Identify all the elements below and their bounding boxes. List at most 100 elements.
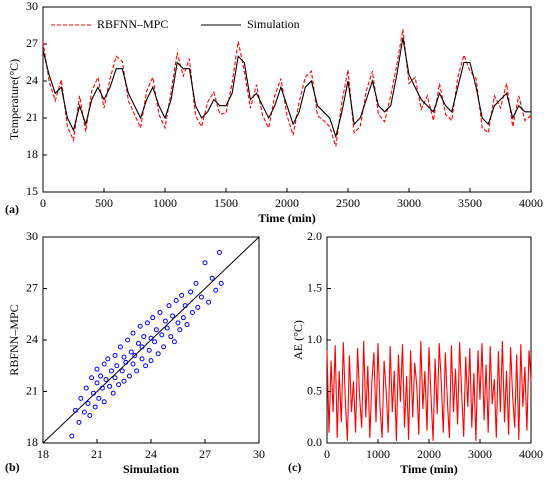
x-tick-label: 500 xyxy=(95,196,113,210)
y-tick-label: 30 xyxy=(26,0,38,13)
scatter-point xyxy=(130,361,136,367)
scatter-point xyxy=(188,289,194,295)
legend-label: RBFNN–MPC xyxy=(97,17,168,31)
scatter-point xyxy=(150,315,156,321)
scatter-point xyxy=(180,315,186,321)
scatter-point xyxy=(101,399,107,405)
scatter-point xyxy=(132,352,138,358)
scatter-point xyxy=(143,363,149,369)
scatter-point xyxy=(184,322,190,328)
y-tick-label: 24 xyxy=(26,73,38,87)
y-tick-label: 21 xyxy=(26,110,38,124)
scatter-point xyxy=(117,344,123,350)
y-tick-label: 1.5 xyxy=(307,280,322,294)
x-axis-label: Simulation xyxy=(123,462,179,476)
series-line xyxy=(326,340,532,441)
x-tick-label: 3000 xyxy=(468,447,492,461)
y-tick-label: 15 xyxy=(26,184,38,198)
x-axis-label: Time (min) xyxy=(258,211,315,225)
scatter-point xyxy=(209,275,215,281)
scatter-point xyxy=(144,320,150,326)
scatter-point xyxy=(173,298,179,304)
scatter-point xyxy=(195,304,201,310)
scatter-point xyxy=(119,368,125,374)
scatter-point xyxy=(103,376,109,382)
x-tick-label: 1500 xyxy=(214,196,238,210)
y-tick-label: 30 xyxy=(26,229,38,243)
y-tick-label: 2.0 xyxy=(307,229,322,243)
x-tick-label: 21 xyxy=(91,447,103,461)
scatter-point xyxy=(216,249,222,255)
x-tick-label: 24 xyxy=(145,447,157,461)
scatter-point xyxy=(161,344,167,350)
scatter-point xyxy=(101,361,107,367)
series-line xyxy=(42,29,532,147)
legend-label: Simulation xyxy=(247,17,300,31)
scatter-point xyxy=(153,327,159,333)
scatter-point xyxy=(152,339,158,345)
scatter-point xyxy=(177,327,183,333)
panel-label: (b) xyxy=(5,460,20,474)
x-tick-label: 27 xyxy=(199,447,211,461)
scatter-point xyxy=(164,325,170,331)
y-axis-label: Temperature(°C) xyxy=(7,59,21,140)
x-tick-label: 1000 xyxy=(153,196,177,210)
scatter-point xyxy=(171,339,177,345)
x-tick-label: 18 xyxy=(37,447,49,461)
scatter-point xyxy=(198,294,204,300)
scatter-point xyxy=(105,356,111,362)
scatter-point xyxy=(89,375,95,381)
scatter-point xyxy=(123,359,129,365)
scatter-point xyxy=(107,383,113,389)
y-tick-label: 24 xyxy=(26,332,38,346)
scatter-point xyxy=(146,347,152,353)
scatter-point xyxy=(76,419,82,425)
scatter-point xyxy=(116,382,122,388)
scatter-point xyxy=(193,280,199,286)
scatter-point xyxy=(92,404,98,410)
scatter-point xyxy=(130,330,136,336)
x-tick-label: 2000 xyxy=(275,196,299,210)
scatter-point xyxy=(110,390,116,396)
scatter-point xyxy=(170,313,176,319)
scatter-point xyxy=(112,352,118,358)
scatter-point xyxy=(155,351,161,357)
scatter-point xyxy=(99,385,105,391)
x-tick-label: 0 xyxy=(324,447,330,461)
scatter-point xyxy=(134,368,140,374)
scatter-point xyxy=(218,280,224,286)
y-axis-label: AE (°C) xyxy=(291,320,305,360)
scatter-point xyxy=(139,344,145,350)
x-tick-label: 3000 xyxy=(397,196,421,210)
panel-label: (c) xyxy=(288,460,301,474)
scatter-point xyxy=(72,407,78,413)
scatter-point xyxy=(189,310,195,316)
scatter-point xyxy=(112,375,118,381)
scatter-point xyxy=(98,373,104,379)
scatter-point xyxy=(128,349,134,355)
scatter-point xyxy=(126,373,132,379)
panel-label: (a) xyxy=(5,202,19,216)
scatter-point xyxy=(94,366,100,372)
x-tick-label: 1000 xyxy=(366,447,390,461)
y-tick-label: 27 xyxy=(26,280,38,294)
y-tick-label: 27 xyxy=(26,36,38,50)
scatter-point xyxy=(121,354,127,360)
x-tick-label: 30 xyxy=(253,447,265,461)
x-tick-label: 2500 xyxy=(336,196,360,210)
scatter-point xyxy=(78,395,84,401)
plot-frame xyxy=(42,6,532,193)
y-tick-label: 0.5 xyxy=(307,383,322,397)
scatter-point xyxy=(114,363,120,369)
x-tick-label: 3500 xyxy=(458,196,482,210)
x-tick-label: 4000 xyxy=(519,196,543,210)
scatter-point xyxy=(213,287,219,293)
y-tick-label: 21 xyxy=(26,383,38,397)
x-axis-label: Time (min) xyxy=(400,462,457,476)
scatter-point xyxy=(141,334,147,340)
scatter-point xyxy=(125,337,131,343)
scatter-point xyxy=(157,310,163,316)
x-tick-label: 2000 xyxy=(417,447,441,461)
x-tick-label: 4000 xyxy=(519,447,543,461)
